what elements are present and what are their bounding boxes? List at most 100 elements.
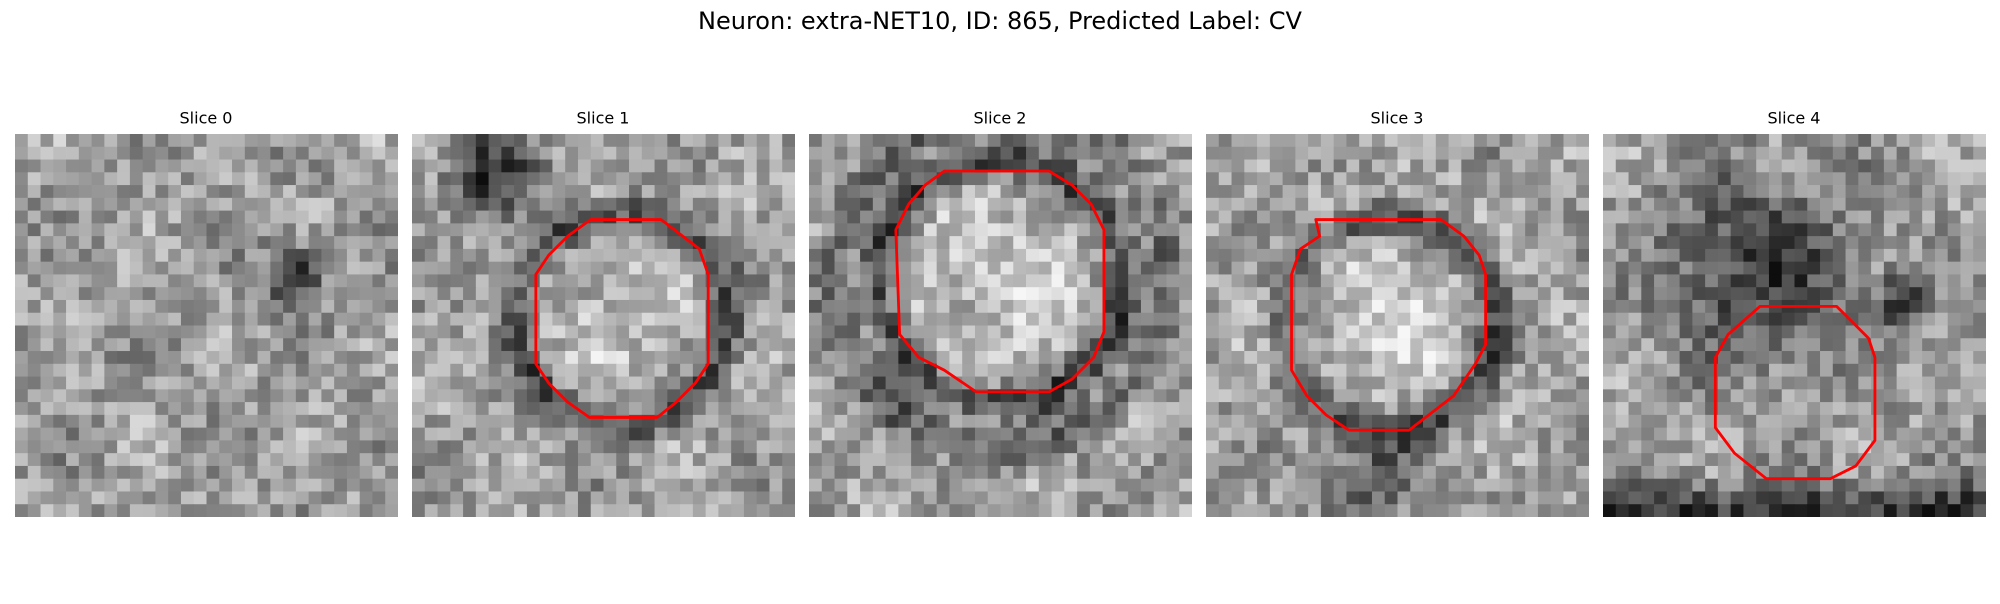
pixel [1089, 159, 1104, 173]
overlay [1290, 218, 1487, 432]
pixel [1794, 172, 1808, 186]
pixel [1641, 427, 1655, 441]
pixel [40, 427, 54, 441]
pixel [974, 478, 989, 492]
pixel [1384, 185, 1398, 199]
pixel [372, 389, 386, 403]
pixel [78, 402, 92, 416]
pixel [692, 389, 707, 403]
pixel [514, 491, 528, 505]
pixel [78, 248, 92, 263]
pixel [1257, 389, 1271, 403]
pixel [270, 325, 284, 339]
pixel [565, 376, 579, 390]
pixel [603, 146, 617, 160]
pixel [718, 363, 732, 377]
pixel [1947, 197, 1961, 211]
pixel [692, 210, 707, 224]
pixel [219, 287, 233, 301]
pixel [1461, 210, 1475, 224]
contour [894, 169, 1106, 394]
pixel [1435, 185, 1449, 199]
pixel [514, 274, 528, 288]
pixel [1896, 465, 1910, 480]
pixel [1333, 236, 1347, 250]
pixel [1794, 402, 1808, 416]
pixel [1717, 210, 1732, 224]
pixel [129, 491, 144, 505]
pixel [450, 338, 464, 352]
pixel [834, 248, 848, 263]
pixel [1461, 146, 1475, 160]
pixel [91, 504, 105, 517]
pixel [1973, 363, 1986, 377]
pixel [1038, 146, 1052, 160]
pixel [1794, 389, 1808, 403]
pixel [1269, 453, 1283, 467]
pixel [78, 159, 92, 173]
pixel [1474, 363, 1488, 377]
pixel [104, 134, 118, 148]
pixel [1512, 465, 1526, 480]
pixel [295, 478, 310, 492]
pixel [129, 299, 144, 314]
pixel [616, 389, 630, 403]
pixel [1218, 236, 1232, 250]
pixel [1231, 248, 1245, 263]
pixel [1909, 146, 1923, 160]
pixel [718, 210, 732, 224]
pixel [450, 440, 464, 454]
pixel [1206, 248, 1220, 263]
pixel [104, 172, 118, 186]
pixel [1909, 389, 1923, 403]
pixel [769, 453, 783, 467]
pixel [359, 197, 373, 211]
pixel [834, 325, 848, 339]
pixel [514, 351, 528, 365]
pixel [1218, 210, 1232, 224]
pixel [142, 172, 156, 186]
pixel [1781, 427, 1795, 441]
pixel [1615, 402, 1629, 416]
pixel [1743, 223, 1757, 237]
pixel [91, 325, 105, 339]
pixel [821, 325, 835, 339]
pixel [1832, 376, 1846, 390]
pixel [1474, 440, 1488, 454]
pixel [1371, 185, 1386, 199]
pixel [359, 312, 373, 326]
pixel [1550, 402, 1564, 416]
pixel [616, 402, 630, 416]
pixel [1871, 376, 1885, 390]
pixel [219, 197, 233, 211]
pixel [1641, 210, 1655, 224]
pixel [1820, 223, 1834, 237]
pixel [53, 172, 67, 186]
pixel [346, 338, 361, 352]
pixel [1781, 453, 1795, 467]
pixel [1064, 414, 1078, 429]
pixel [168, 236, 182, 250]
pixel [1960, 172, 1974, 186]
pixel [475, 402, 489, 416]
pixel [898, 146, 912, 160]
pixel [667, 210, 681, 224]
pixel [1845, 197, 1859, 211]
pixel [1705, 210, 1719, 224]
pixel [565, 274, 579, 288]
pixel [1781, 172, 1795, 186]
pixel [577, 236, 592, 250]
pixel [718, 274, 732, 288]
pixel [705, 363, 719, 377]
pixel [321, 338, 335, 352]
pixel [1641, 159, 1655, 173]
pixel [974, 287, 989, 301]
pixel [1692, 376, 1706, 390]
pixel [565, 389, 579, 403]
pixel [475, 504, 489, 517]
pixel [860, 325, 874, 339]
pixel [847, 402, 861, 416]
pixel [1537, 351, 1552, 365]
pixel [1781, 197, 1795, 211]
